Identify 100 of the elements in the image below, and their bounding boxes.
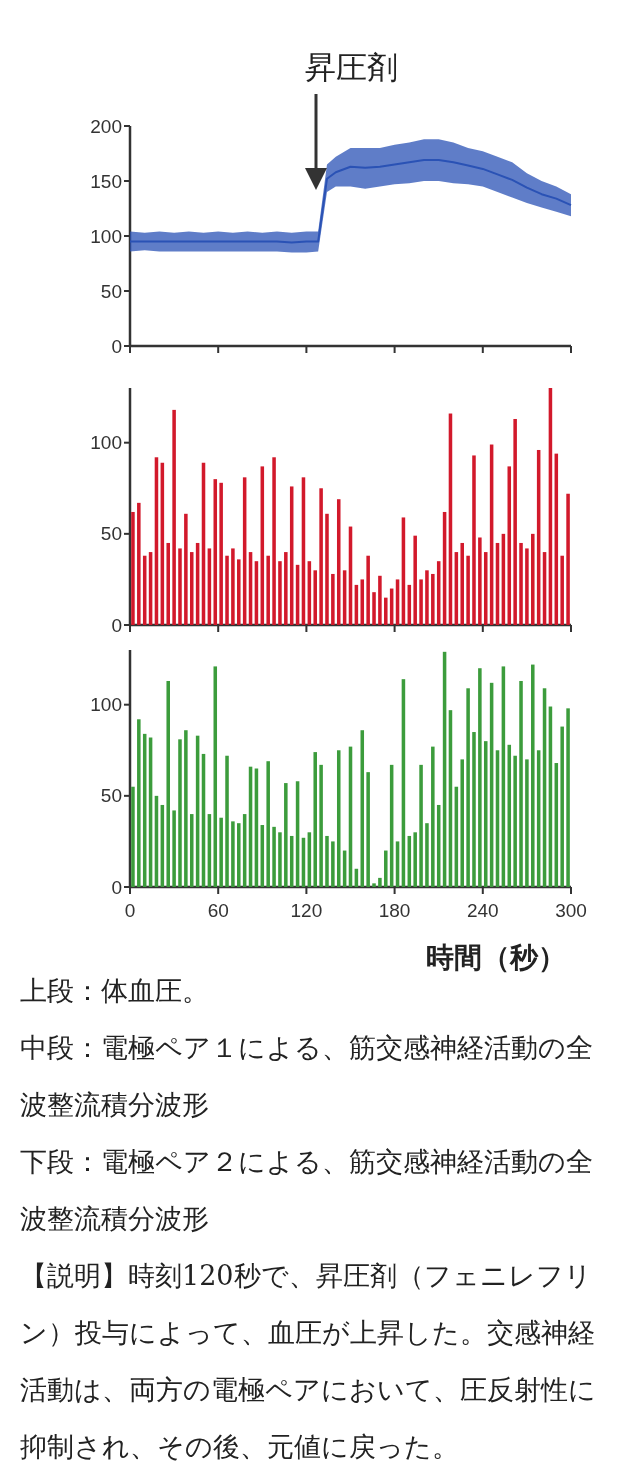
bar (378, 877, 382, 887)
bar (531, 664, 535, 887)
bar (172, 409, 176, 625)
bar (336, 750, 341, 887)
bar (319, 764, 323, 887)
x-tick-label: 120 (290, 900, 323, 921)
bar (513, 755, 517, 887)
bar (460, 542, 464, 625)
bar (525, 548, 529, 625)
bar (419, 579, 423, 625)
x-tick-label: 300 (555, 900, 587, 921)
text: 中段：電極ペア１による、筋交感神経活動の全波整流積分波形 (20, 1031, 594, 1122)
bar (166, 542, 170, 625)
bar (331, 573, 335, 625)
bar (178, 739, 182, 887)
bar (378, 575, 382, 625)
bar (284, 783, 288, 887)
bar (531, 533, 535, 625)
text: 上段：体血圧。 (20, 975, 209, 1006)
bar (478, 537, 482, 625)
bar (384, 597, 388, 625)
bar (483, 741, 488, 887)
bar (331, 841, 335, 887)
bar (313, 570, 317, 625)
bar (219, 817, 223, 887)
bar (384, 850, 388, 887)
bar (372, 883, 376, 887)
bar (166, 680, 170, 887)
bar (284, 552, 288, 625)
bar (372, 592, 376, 625)
y-tick-label: 100 (90, 432, 122, 454)
bar (266, 761, 270, 887)
bar (225, 755, 229, 887)
bar (278, 561, 282, 625)
bar (237, 823, 241, 887)
bar (560, 726, 564, 887)
bar (225, 555, 229, 625)
bar (137, 719, 141, 887)
bar (525, 759, 529, 887)
bar (566, 708, 570, 887)
bar (137, 502, 141, 625)
bar (460, 759, 464, 887)
bar (419, 764, 423, 887)
bar (413, 535, 417, 625)
bar (566, 493, 570, 625)
bar (272, 826, 276, 887)
bar (189, 814, 194, 887)
bar (483, 552, 488, 625)
bar (278, 832, 282, 887)
text: 【説明】時刻120秒で、昇圧剤（フェニレフリン）投与によって、血圧が上昇した。交感神経活動は、両方の電極ペアにおいて、圧反射性に抑制され、その後、元値に戻った。 (20, 1259, 597, 1464)
bar (466, 555, 470, 625)
bar (478, 668, 482, 887)
y-tick-label: 150 (90, 170, 122, 192)
bar (366, 555, 370, 625)
bar (313, 752, 317, 887)
x-tick-label: 240 (466, 900, 499, 921)
bar (336, 499, 341, 625)
x-tick-label: 0 (124, 900, 136, 921)
bar (431, 573, 435, 625)
bar (560, 555, 564, 625)
bar (319, 488, 323, 625)
bar (231, 821, 235, 887)
bar (431, 746, 435, 887)
bar (325, 513, 329, 625)
bar (425, 823, 429, 887)
y-tick-label: 100 (90, 225, 122, 247)
x-axis-title: 時間（秒） (426, 942, 566, 973)
y-tick-label: 0 (111, 335, 122, 357)
bar (472, 732, 476, 887)
x-tick-label: 60 (207, 900, 229, 921)
bar (519, 680, 523, 887)
bar (219, 482, 223, 625)
y-tick-label: 0 (111, 614, 122, 636)
bar (231, 548, 235, 625)
bar (184, 730, 188, 887)
bar (366, 772, 370, 887)
bar (131, 786, 135, 887)
y-tick-label: 50 (100, 785, 122, 807)
bar (272, 457, 276, 625)
bar (519, 542, 523, 625)
y-tick-label: 100 (90, 694, 122, 716)
y-tick-label: 50 (100, 523, 122, 545)
bar (425, 570, 429, 625)
bar (266, 555, 270, 625)
bar (466, 688, 470, 887)
bar (184, 513, 188, 625)
bar (413, 832, 417, 887)
y-tick-label: 200 (90, 115, 122, 137)
y-tick-label: 0 (111, 876, 122, 898)
bar (131, 511, 135, 625)
text: 昇圧剤 (304, 50, 398, 85)
bar (178, 548, 182, 625)
text: 下段：電極ペア２による、筋交感神経活動の全波整流積分波形 (20, 1145, 594, 1236)
y-tick-label: 50 (100, 280, 122, 302)
bar (237, 559, 241, 625)
x-tick-label: 180 (378, 900, 411, 921)
bar (472, 455, 476, 625)
bar (189, 552, 194, 625)
bar (172, 810, 176, 887)
bar (325, 835, 329, 887)
